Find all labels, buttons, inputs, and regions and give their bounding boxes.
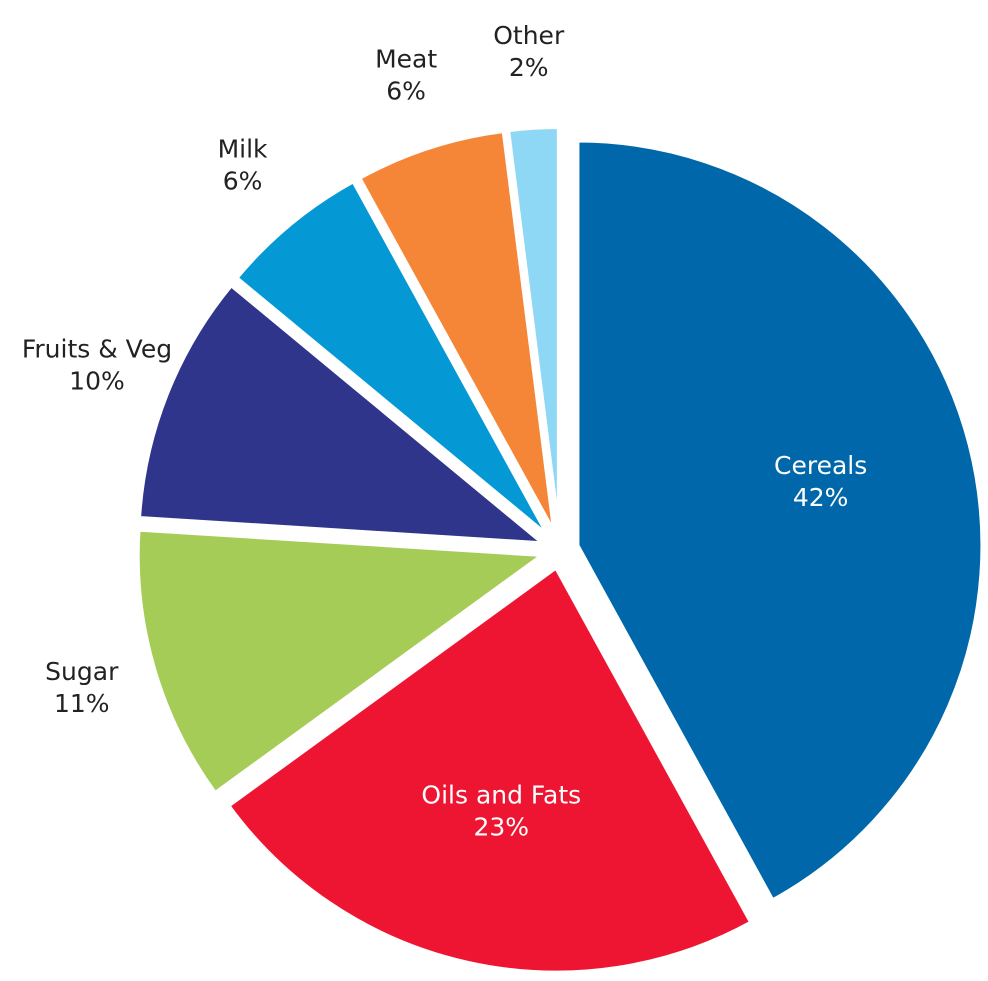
slice-value-label: 6% (223, 166, 263, 195)
slice-label: Oils and Fats (421, 781, 581, 810)
slice-label: Fruits & Veg (22, 335, 172, 364)
slice-value-label: 6% (386, 76, 426, 105)
slice-label: Other (493, 21, 565, 50)
pie-slice (136, 282, 550, 546)
slice-label: Meat (375, 44, 437, 73)
slice-label: Cereals (774, 451, 867, 480)
slice-label: Sugar (45, 657, 119, 686)
slice-value-label: 2% (509, 53, 549, 82)
slice-value-label: 42% (793, 483, 849, 512)
pie-slice (233, 178, 551, 538)
slice-value-label: 10% (69, 367, 125, 396)
pie-slice (505, 125, 561, 533)
slice-label: Milk (218, 134, 268, 163)
slice-value-label: 11% (54, 689, 110, 718)
pie-slice (356, 128, 557, 534)
pie-slice (225, 564, 754, 975)
pie-slice (575, 138, 985, 904)
pie-slice (135, 527, 549, 796)
slice-value-label: 23% (474, 813, 530, 842)
